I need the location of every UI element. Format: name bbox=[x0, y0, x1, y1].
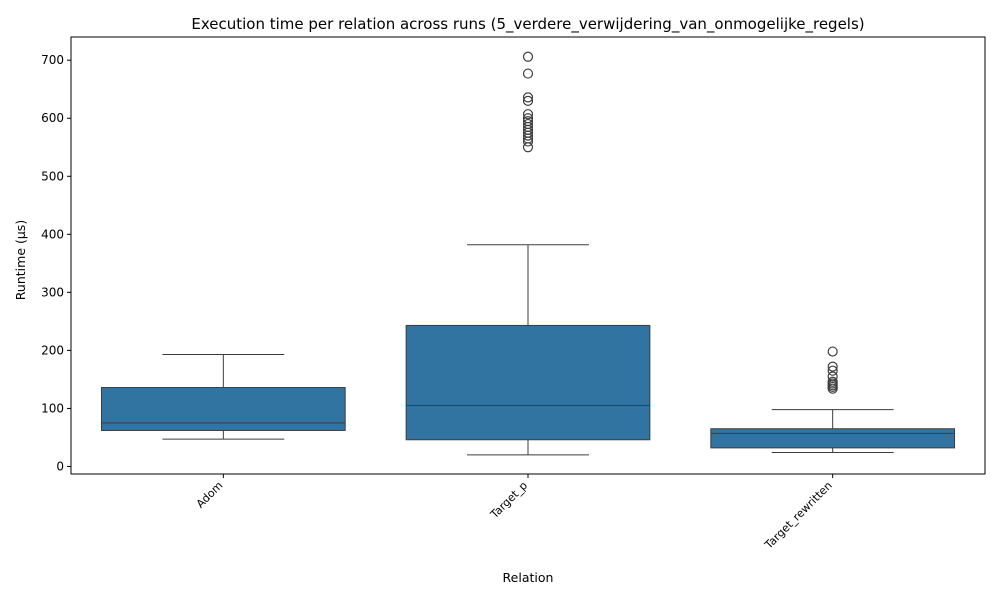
outlier-point bbox=[522, 68, 534, 79]
outlier-point bbox=[522, 109, 534, 120]
y-tick-label: 500 bbox=[41, 169, 64, 183]
x-tick-label: Target_p bbox=[487, 479, 530, 522]
outlier-point bbox=[522, 118, 534, 130]
x-axis-label: Relation bbox=[503, 570, 554, 585]
y-tick-label: 400 bbox=[41, 227, 64, 241]
plot-area: 0 100 200 300 400 500 600 700 Adom Target_p Target… bbox=[41, 51, 956, 552]
y-tick-label: 0 bbox=[56, 459, 64, 473]
x-tick-label: Adom bbox=[194, 479, 226, 511]
y-tick-label: 300 bbox=[41, 285, 64, 299]
outlier-point bbox=[522, 116, 534, 127]
outlier-point bbox=[827, 361, 838, 372]
outlier-point bbox=[827, 346, 838, 357]
plot-frame bbox=[70, 36, 986, 475]
outlier-point bbox=[827, 376, 838, 387]
y-axis-label: Runtime (µs) bbox=[13, 220, 28, 300]
box-iqr bbox=[405, 324, 651, 441]
y-tick-label: 200 bbox=[41, 343, 64, 357]
y-tick-label: 600 bbox=[41, 111, 64, 125]
outlier-point bbox=[522, 95, 534, 106]
outlier-point bbox=[522, 92, 534, 103]
box-iqr bbox=[710, 428, 956, 449]
box-iqr bbox=[100, 387, 346, 431]
outlier-point bbox=[522, 113, 534, 124]
y-tick-label: 100 bbox=[41, 401, 64, 415]
x-tick-label: Target_rewritten bbox=[762, 479, 835, 552]
outlier-point bbox=[827, 371, 838, 382]
outlier-point bbox=[522, 51, 534, 62]
outlier-point bbox=[827, 365, 838, 376]
y-tick-label: 700 bbox=[41, 53, 64, 67]
chart-title: Execution time per relation across runs … bbox=[191, 15, 864, 34]
